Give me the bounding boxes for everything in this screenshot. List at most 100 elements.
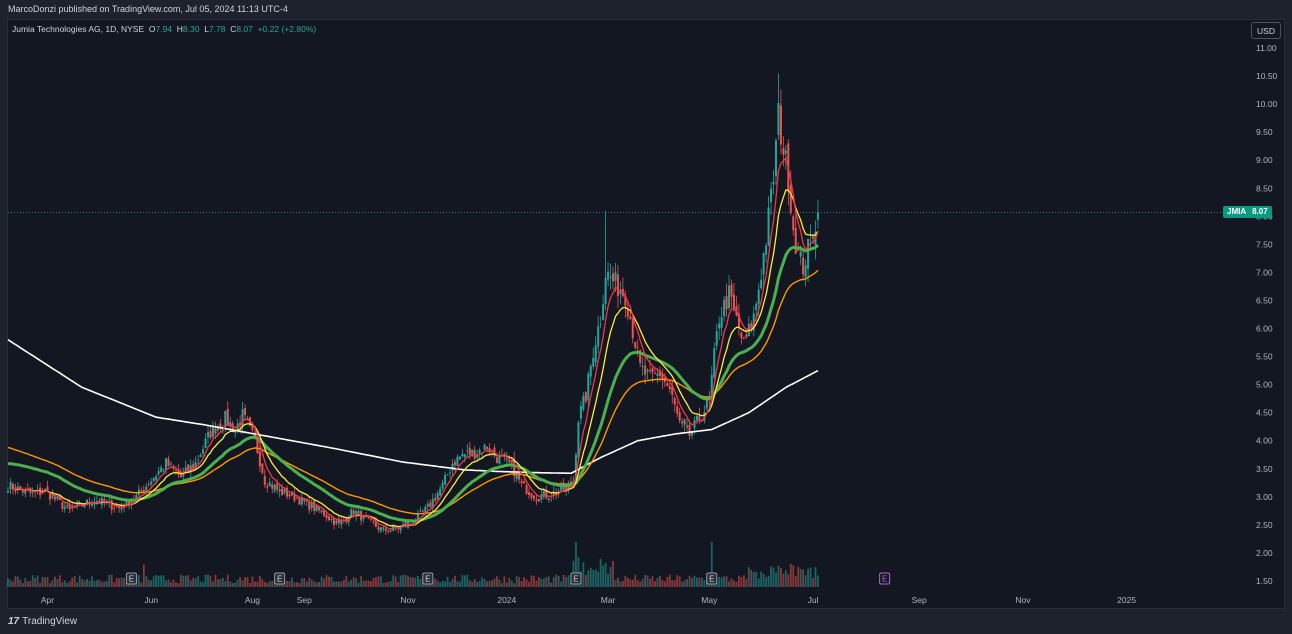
candle-body: [582, 395, 585, 410]
volume-bar: [95, 580, 98, 587]
candle-body: [241, 409, 244, 426]
volume-bar: [436, 580, 439, 587]
candle-body: [574, 454, 577, 480]
volume-bar: [755, 571, 758, 587]
candle-body: [453, 461, 456, 466]
candle-body: [728, 285, 731, 309]
volume-bar: [402, 574, 405, 587]
candle-body: [466, 450, 469, 452]
currency-button[interactable]: USD: [1251, 22, 1281, 39]
candle-body: [332, 519, 335, 526]
candle-body: [458, 456, 461, 460]
volume-bar: [256, 581, 259, 587]
volume-bar: [26, 581, 29, 587]
volume-bar: [557, 575, 560, 587]
candle-body: [686, 425, 689, 428]
volume-bar: [760, 571, 763, 587]
volume-bar: [310, 579, 313, 587]
volume-bar: [814, 567, 817, 587]
volume-bar: [520, 581, 523, 587]
candle-body: [451, 463, 454, 471]
last-price-value: 8.07: [1252, 207, 1268, 216]
candle-body: [402, 523, 405, 525]
volume-bar: [58, 575, 61, 587]
candle-body: [162, 469, 165, 470]
candle-body: [128, 500, 130, 507]
volume-bar: [772, 567, 775, 587]
y-tick-label: 6.00: [1256, 324, 1273, 334]
candle-body: [103, 499, 106, 503]
volume-bar: [446, 576, 449, 587]
volume-bar: [545, 577, 548, 587]
earnings-marker: [706, 572, 718, 585]
volume-bar: [251, 576, 254, 587]
volume-bar: [725, 576, 728, 587]
candle-body: [214, 428, 217, 434]
volume-bar: [19, 579, 22, 587]
candle-body: [194, 462, 197, 469]
candle-body: [7, 491, 9, 493]
candle-body: [799, 251, 802, 257]
volume-bar: [762, 573, 765, 587]
volume-bar: [308, 577, 311, 587]
volume-bar: [9, 579, 12, 587]
volume-bar: [681, 581, 684, 587]
volume-bar: [560, 581, 563, 587]
volume-bar: [765, 577, 768, 587]
candle-body: [505, 458, 508, 460]
volume-bar: [458, 581, 461, 587]
volume-bar: [370, 581, 372, 587]
candle-body: [113, 508, 116, 510]
y-tick-label: 11.00: [1256, 43, 1277, 53]
candle-body: [733, 294, 735, 309]
candle-body: [668, 386, 671, 390]
candle-body: [745, 334, 748, 338]
candle-body: [651, 367, 654, 373]
volume-bar: [498, 579, 501, 587]
volume-bar: [607, 573, 609, 587]
chart-panel[interactable]: [7, 19, 1285, 609]
volume-bar: [365, 580, 367, 587]
volume-bar: [696, 577, 698, 587]
volume-bar: [444, 581, 446, 587]
volume-bar: [587, 570, 590, 587]
open-value: 7.94: [155, 24, 173, 34]
volume-bar: [780, 567, 782, 587]
x-tick-label: Sep: [912, 595, 927, 605]
volume-bar: [740, 577, 743, 587]
candle-body: [545, 489, 548, 499]
volume-bar: [434, 578, 437, 587]
footer-brand[interactable]: 17 TradingView: [8, 614, 77, 630]
candle-body: [515, 472, 518, 479]
x-tick-label: Nov: [400, 595, 416, 605]
volume-bar: [466, 574, 469, 587]
candle-body: [350, 509, 353, 519]
candle-body: [24, 488, 27, 494]
earnings-marker-label: E: [709, 575, 714, 584]
volume-bar: [757, 578, 760, 587]
ema-red-line: [15, 156, 819, 530]
candle-body: [695, 415, 698, 421]
candle-body: [355, 511, 358, 517]
volume-bar: [345, 575, 348, 587]
candle-body: [187, 464, 190, 472]
candle-body: [409, 523, 412, 525]
candle-body: [656, 373, 659, 376]
volume-bar: [216, 579, 219, 587]
candle-body: [209, 431, 212, 438]
candle-body: [777, 102, 780, 135]
x-tick-label: Apr: [41, 595, 54, 605]
ema-orange-line: [7, 269, 819, 515]
candle-body: [216, 426, 219, 431]
volume-bar: [804, 575, 807, 587]
volume-bar: [54, 576, 56, 587]
candle-body: [498, 455, 501, 465]
candle-body: [604, 277, 607, 305]
candle-body: [258, 451, 261, 467]
x-tick-label: Nov: [1015, 595, 1031, 605]
volume-bar: [552, 577, 555, 587]
volume-bar: [792, 565, 795, 587]
y-tick-label: 4.50: [1256, 408, 1273, 418]
candle-body: [616, 274, 619, 297]
